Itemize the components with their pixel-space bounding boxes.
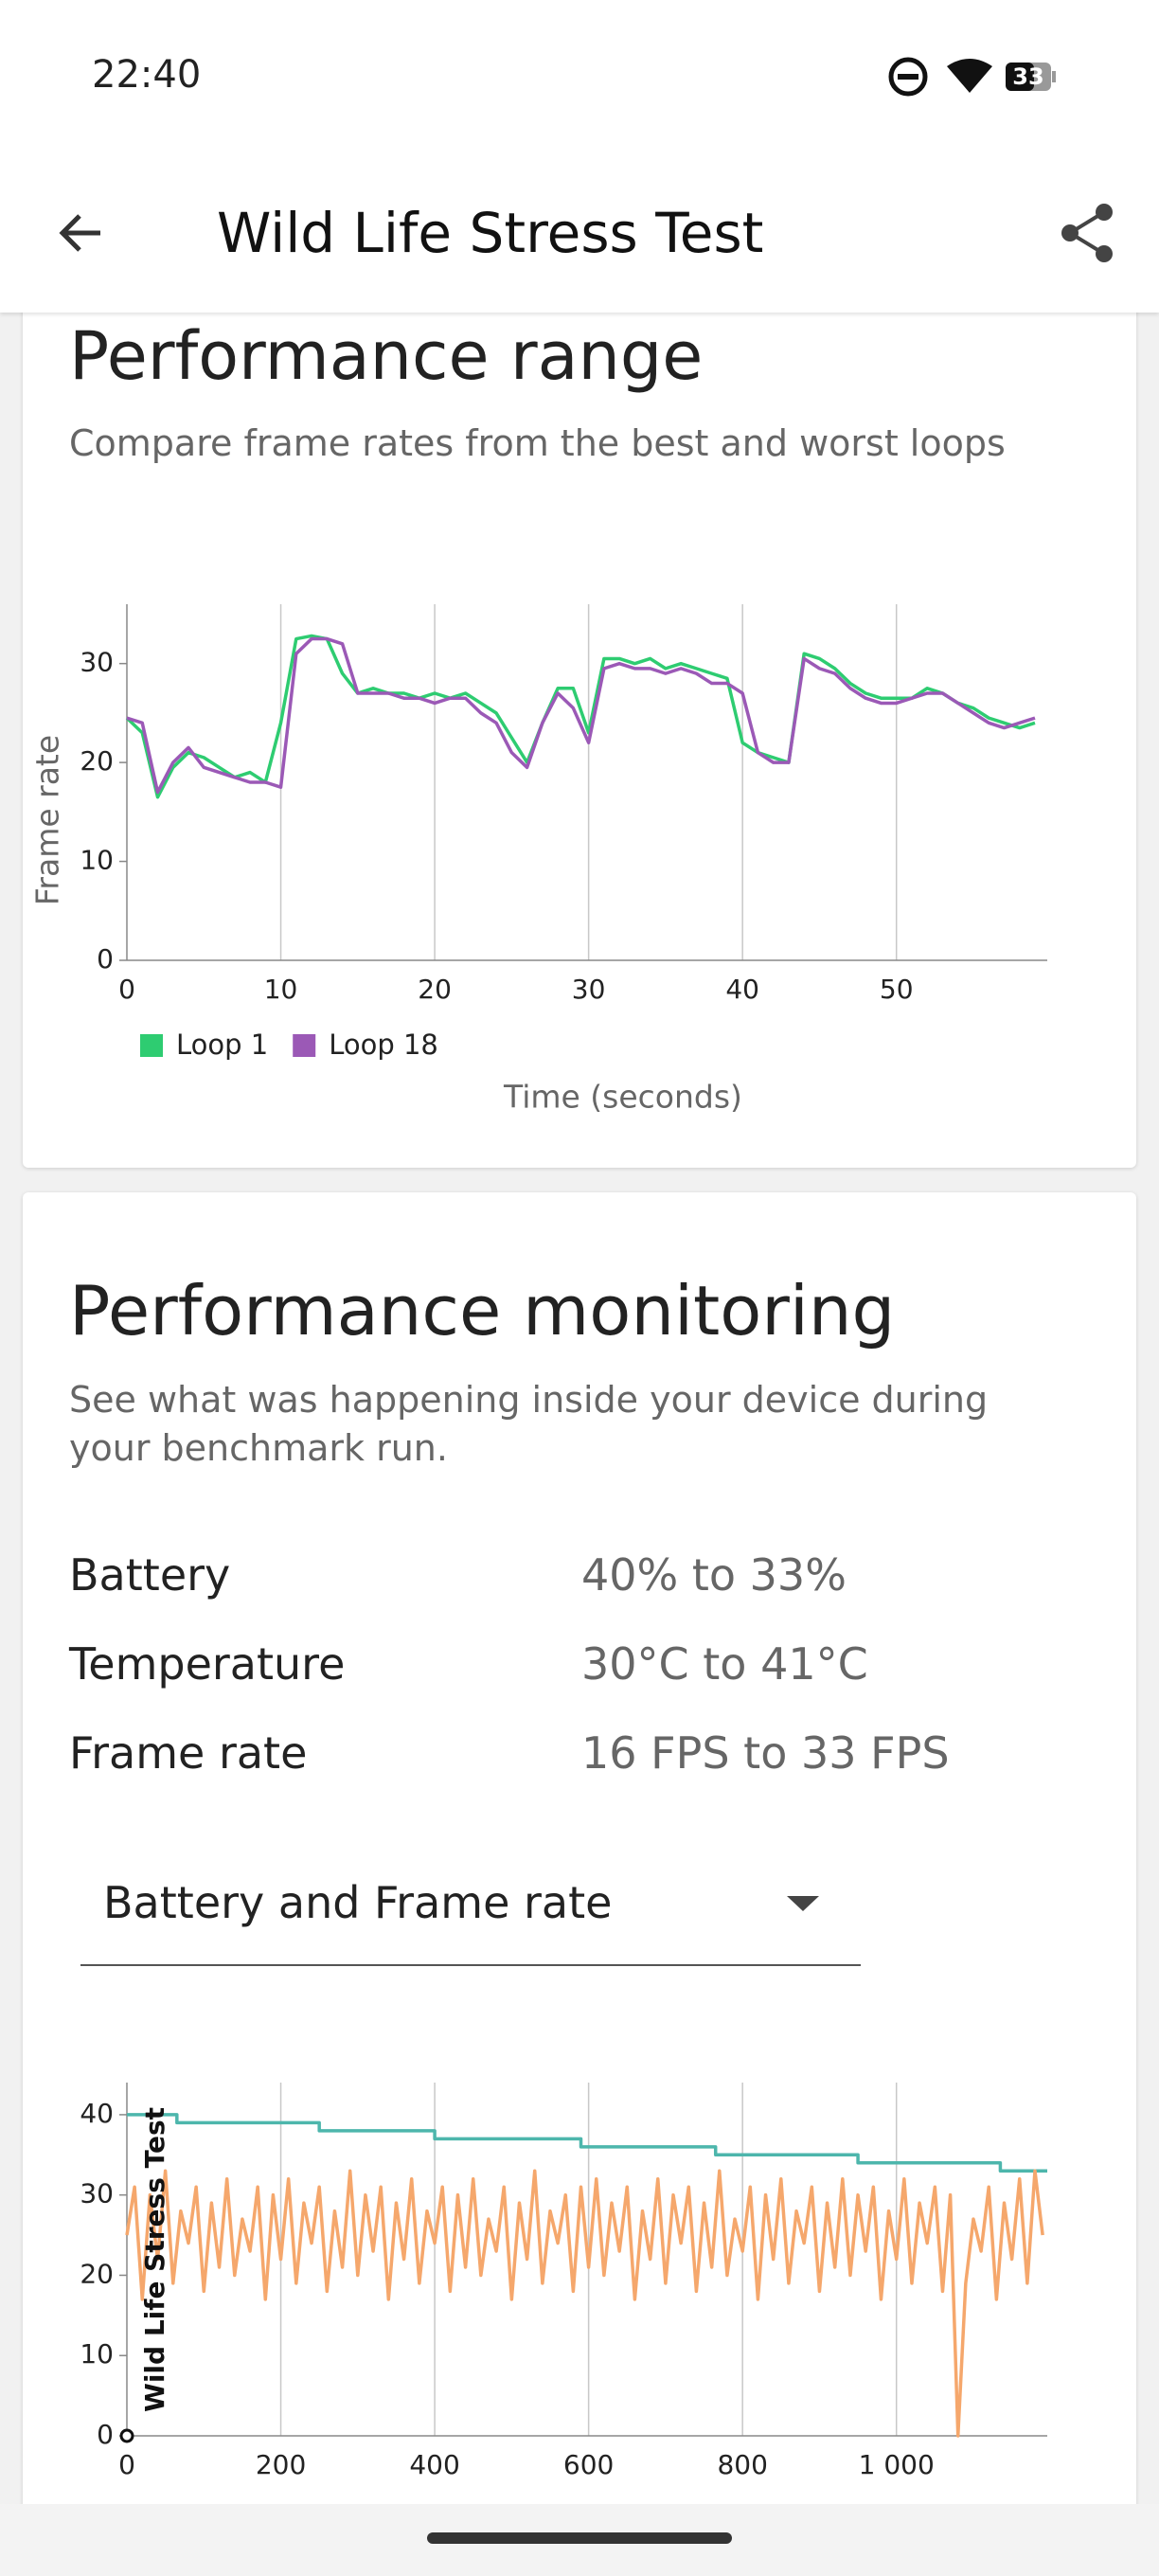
card-subtitle: See what was happening inside your devic… bbox=[69, 1379, 989, 1469]
series-line bbox=[125, 634, 1036, 799]
y-tick-label: 30 bbox=[80, 647, 114, 678]
series-line bbox=[125, 2169, 1044, 2438]
stat-label: Battery bbox=[69, 1549, 231, 1601]
dropdown-label: Battery and Frame rate bbox=[103, 1877, 613, 1928]
card-title: Performance range bbox=[69, 317, 704, 395]
status-icons: 33 bbox=[888, 57, 1056, 97]
legend-swatch bbox=[140, 1034, 163, 1057]
x-axis-label: Time (seconds) bbox=[503, 1079, 742, 1116]
share-button[interactable] bbox=[1059, 203, 1119, 263]
annotation: Wild Life Stress Test bbox=[139, 2107, 170, 2412]
legend-swatch bbox=[293, 1034, 316, 1057]
x-tick-label: 40 bbox=[725, 974, 759, 1005]
range-card bbox=[23, 265, 1136, 1168]
monitor-chart: 0 200 400 600 800 1 000 0 10 20 30 40 Wild Life Str… bbox=[80, 2083, 1047, 2480]
y-tick-label: 20 bbox=[80, 2258, 114, 2289]
x-tick-label: 1 000 bbox=[859, 2449, 935, 2480]
x-tick-label: 50 bbox=[880, 974, 914, 1005]
y-axis-label: Frame rate bbox=[29, 735, 66, 905]
series-line bbox=[126, 636, 1036, 795]
y-tick-label: 10 bbox=[80, 845, 114, 876]
legend-label: Loop 18 bbox=[329, 1029, 438, 1061]
x-tick-label: 30 bbox=[572, 974, 606, 1005]
dropdown-arrow bbox=[787, 1896, 819, 1911]
y-tick-label: 0 bbox=[97, 2419, 114, 2450]
card-title: Performance monitoring bbox=[69, 1271, 896, 1351]
stat-value: 40% to 33% bbox=[581, 1549, 847, 1601]
app-title: Wild Life Stress Test bbox=[217, 201, 764, 265]
stat-label: Temperature bbox=[69, 1638, 346, 1690]
series-line bbox=[127, 2113, 1047, 2173]
battery-level: 33 bbox=[1012, 63, 1043, 90]
y-tick-label: 40 bbox=[80, 2098, 114, 2129]
status-time: 22:40 bbox=[92, 53, 202, 97]
x-tick-label: 20 bbox=[418, 974, 452, 1005]
card-subtitle: Compare frame rates from the best and wo… bbox=[69, 422, 1006, 464]
y-tick-label: 0 bbox=[97, 943, 114, 975]
legend-label: Loop 1 bbox=[176, 1029, 268, 1061]
stat-label: Frame rate bbox=[69, 1727, 308, 1779]
origin-marker bbox=[119, 2428, 134, 2443]
x-tick-label: 400 bbox=[409, 2449, 459, 2480]
monitor-card bbox=[23, 1192, 1136, 2576]
x-tick-label: 600 bbox=[563, 2449, 614, 2480]
x-tick-label: 0 bbox=[118, 2449, 135, 2480]
y-tick-label: 10 bbox=[80, 2338, 114, 2370]
x-tick-label: 10 bbox=[264, 974, 298, 1005]
x-tick-label: 0 bbox=[118, 974, 135, 1005]
y-tick-label: 20 bbox=[80, 745, 114, 777]
top-bar: 22:40 33 Wild Life Stress Test bbox=[0, 0, 1159, 313]
stat-value: 30°C to 41°C bbox=[581, 1638, 868, 1690]
stat-value: 16 FPS to 33 FPS bbox=[581, 1727, 950, 1779]
range-chart: 0 10 20 30 40 50 0 10 20 30 Loop 1 Loop 18 Time (sec… bbox=[29, 604, 1047, 1116]
x-tick-label: 800 bbox=[717, 2449, 767, 2480]
x-tick-label: 200 bbox=[256, 2449, 306, 2480]
home-indicator[interactable] bbox=[427, 2532, 732, 2544]
y-tick-label: 30 bbox=[80, 2178, 114, 2209]
dropdown[interactable]: Battery and Frame rate bbox=[80, 1856, 861, 1966]
nav-bar bbox=[0, 2504, 1159, 2576]
back-button[interactable] bbox=[53, 206, 106, 259]
